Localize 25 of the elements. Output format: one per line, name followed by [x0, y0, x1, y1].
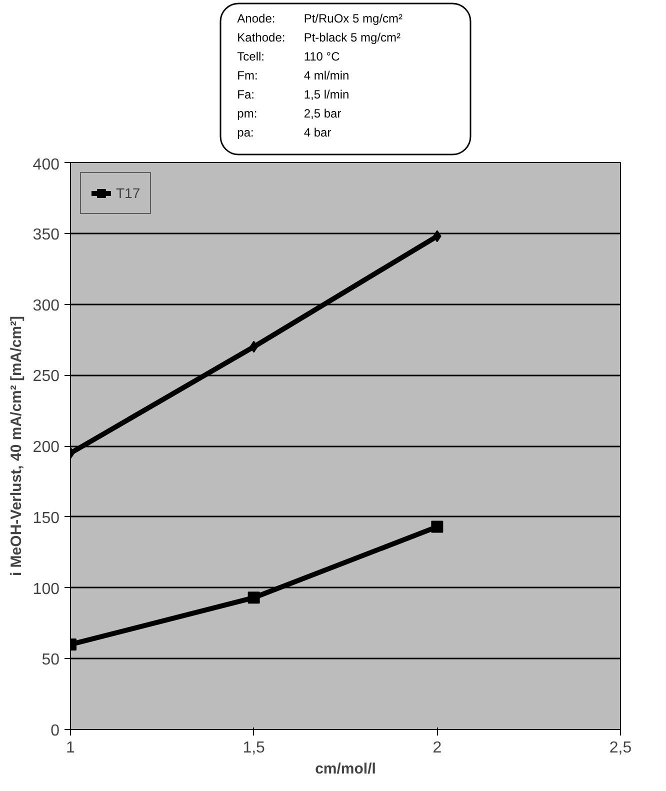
- y-tick-label: 250: [32, 368, 60, 386]
- point: [431, 520, 444, 533]
- y-tick-label: 350: [32, 226, 60, 244]
- text: Fm: 4 ml/min: [237, 68, 350, 82]
- y-axis-title: i MeOH-Verlust, 40 mA/cm² [mA/cm²]: [8, 316, 25, 576]
- x-tick-label: 1,5: [242, 740, 266, 756]
- x-axis-title: cm/mol/l: [315, 760, 376, 778]
- text: Fa: 1,5 l/min: [237, 88, 350, 102]
- y-tick-label: 100: [32, 580, 60, 598]
- x-tick-label: 2: [432, 740, 442, 756]
- y-tick-label: 200: [32, 439, 60, 456]
- text: pm: 2,5 bar: [237, 106, 342, 120]
- y-tick-label: 300: [32, 297, 60, 314]
- legend-label: T17: [116, 185, 140, 201]
- x-tick-label: 1: [66, 740, 76, 756]
- text: Tcell: 110 °C: [237, 50, 340, 64]
- text: pa: 4 bar: [237, 126, 332, 140]
- x-tick-label: 2,5: [609, 740, 632, 756]
- text: Kathode: Pt-black 5 mg/cm²: [237, 30, 401, 44]
- y-tick-label: 50: [42, 652, 60, 669]
- text: Anode: Pt/RuOx 5 mg/cm²: [237, 12, 403, 26]
- y-tick-label: 400: [32, 156, 60, 174]
- y-tick-label: 0: [50, 722, 60, 740]
- point: [248, 592, 260, 604]
- y-tick-label: 150: [32, 510, 60, 527]
